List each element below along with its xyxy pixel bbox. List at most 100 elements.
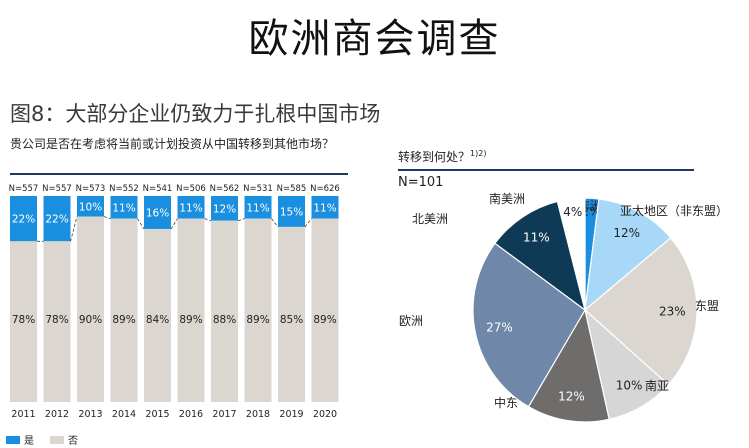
pie-category-label: 南亚 [645, 378, 669, 393]
pie-category-label: 亚太地区（非东盟） [620, 203, 728, 218]
x-tick-label: 2020 [313, 409, 337, 420]
bar-yes-2018 [244, 196, 272, 219]
bar-no-2016 [177, 218, 205, 402]
legend-swatch-yes [6, 435, 20, 444]
bar-yes-2017 [211, 196, 238, 221]
bar-sample-size-label: N=552 [109, 184, 139, 194]
x-tick-label: 2019 [279, 409, 303, 420]
bar-no-2020 [311, 218, 339, 402]
bar-no-2018 [244, 218, 272, 402]
bar-no-value-label: 88% [213, 314, 236, 326]
bar-connector-line [137, 218, 145, 230]
pie-chart-sample-size: N=101 [398, 175, 444, 190]
bar-yes-value-label: 15% [280, 206, 303, 218]
pie-slice-4 [527, 308, 610, 423]
bar-yes-2014 [110, 196, 138, 219]
legend-label-no: 否 [68, 436, 78, 447]
bar-chart-legend: 是 否 [6, 432, 78, 447]
pie-category-label: 南美洲 [489, 191, 525, 206]
bar-connector-line [271, 218, 279, 228]
figure-title: 图8：大部分企业仍致力于扎根中国市场 [10, 102, 381, 126]
x-tick-label: 2017 [212, 409, 236, 420]
pie-slice-2 [584, 237, 698, 386]
bar-yes-value-label: 22% [45, 214, 68, 226]
x-tick-label: 2011 [11, 409, 35, 420]
bar-yes-2019 [278, 196, 305, 227]
x-tick-label: 2016 [179, 409, 203, 420]
bar-connector-line [103, 216, 111, 220]
bar-sample-size-label: N=531 [243, 184, 273, 194]
x-tick-label: 2014 [112, 409, 136, 420]
bar-no-value-label: 89% [112, 314, 135, 326]
bar-yes-value-label: 11% [313, 202, 336, 214]
bar-no-2013 [77, 216, 104, 402]
bar-sample-size-label: N=626 [310, 184, 340, 194]
bar-no-value-label: 78% [12, 314, 35, 326]
bar-no-2017 [211, 220, 238, 402]
pie-value-label: 10% [616, 378, 643, 392]
pie-category-label: 中东 [494, 395, 518, 410]
bar-yes-value-label: 22% [12, 214, 35, 226]
bar-yes-2020 [311, 196, 339, 219]
bar-sample-size-label: N=562 [210, 184, 240, 194]
bar-yes-value-label: 16% [146, 207, 169, 219]
bar-yes-2011 [10, 196, 37, 242]
bar-no-2014 [110, 218, 138, 402]
pie-value-label: 11% [523, 231, 550, 245]
x-tick-label: 2015 [145, 409, 169, 420]
pie-category-label: 欧洲 [399, 314, 423, 328]
bar-sample-size-label: N=557 [42, 184, 72, 194]
pie-chart-title: 转移到何处？1)2) [398, 148, 486, 165]
legend-item-no: 否 [50, 432, 78, 447]
bar-no-value-label: 89% [313, 314, 336, 326]
bar-yes-value-label: 11% [246, 202, 269, 214]
pie-value-label: 23% [659, 304, 686, 318]
bar-sample-size-label: N=585 [277, 184, 307, 194]
pie-chart-title-text: 转移到何处？ [398, 150, 471, 164]
bar-no-2019 [278, 226, 305, 402]
bar-connector-line [304, 218, 312, 228]
bar-no-value-label: 90% [79, 314, 102, 326]
pie-value-label: 27% [486, 321, 513, 335]
bar-sample-size-label: N=541 [143, 184, 173, 194]
bar-chart-title: 贵公司是否在考虑将当前或计划投资从中国转移到其他市场？ [10, 137, 335, 151]
pie-chart-title-rule [398, 169, 694, 171]
x-tick-label: 2013 [78, 409, 102, 420]
bar-no-2012 [43, 241, 71, 402]
bar-connector-line [70, 216, 78, 242]
bar-yes-2015 [144, 196, 171, 229]
pie-value-label: 12% [613, 226, 640, 240]
legend-item-yes: 是 [6, 432, 34, 447]
bar-yes-value-label: 11% [112, 202, 135, 214]
bar-yes-2013 [77, 196, 104, 217]
pie-category-label: 东盟 [695, 299, 719, 313]
bar-yes-value-label: 12% [213, 203, 236, 215]
legend-swatch-no [50, 435, 64, 444]
bar-no-value-label: 89% [179, 314, 202, 326]
bar-sample-size-label: N=573 [76, 184, 106, 194]
bar-no-2015 [144, 228, 171, 402]
bar-yes-value-label: 10% [79, 201, 102, 213]
bar-chart-title-rule [10, 173, 348, 175]
bar-sample-size-label: N=506 [176, 184, 206, 194]
bar-chart: N=557 22% 78% 2011 N=557 22% 78% 2012 N=573 10% 90… [9, 184, 340, 420]
pie-slice-1 [584, 198, 672, 312]
bar-connector-line [204, 218, 212, 222]
bar-no-value-label: 89% [246, 314, 269, 326]
pie-slice-6 [494, 200, 586, 312]
bar-yes-2016 [177, 196, 205, 219]
x-tick-label: 2018 [246, 409, 270, 420]
pie-value-label: 4% [563, 205, 582, 219]
page-title: 欧洲商会调查 [248, 16, 501, 62]
bar-no-2011 [10, 241, 37, 402]
bar-connector-line [170, 218, 178, 230]
bar-no-value-label: 84% [146, 314, 169, 326]
x-tick-label: 2012 [45, 409, 69, 420]
pie-category-label: 北美洲 [412, 212, 448, 226]
pie-value-label: 12% [558, 389, 585, 403]
pie-value-label: 2% [582, 205, 601, 219]
bar-no-value-label: 78% [45, 314, 68, 326]
legend-label-yes: 是 [24, 436, 34, 447]
bar-yes-2012 [43, 196, 71, 242]
